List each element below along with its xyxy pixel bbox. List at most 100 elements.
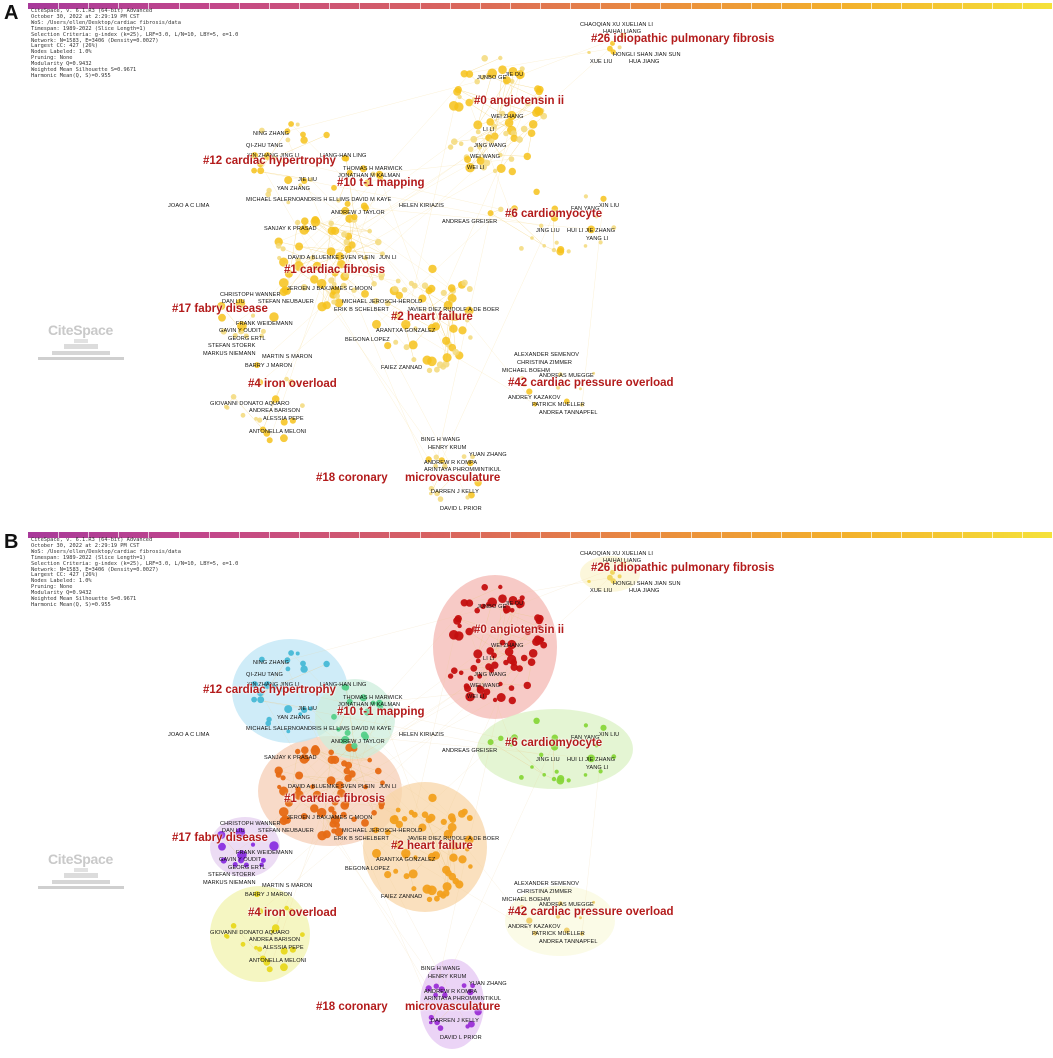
cluster-label: #0 angiotensin ii xyxy=(474,624,565,636)
author-label: DARREN J KELLY xyxy=(431,1018,479,1024)
network-node xyxy=(496,693,506,702)
network-node xyxy=(317,831,327,841)
network-node xyxy=(580,931,584,936)
cluster-hull xyxy=(505,886,615,956)
network-node xyxy=(310,746,321,756)
network-node xyxy=(617,574,622,579)
network-node xyxy=(598,769,603,774)
network-node xyxy=(363,255,368,261)
network-node xyxy=(466,286,473,292)
network-node xyxy=(442,865,451,874)
network-node xyxy=(592,900,596,904)
network-node xyxy=(288,908,295,915)
network-node xyxy=(346,698,353,705)
timeline-tick xyxy=(479,2,481,10)
network-node xyxy=(331,269,339,277)
network-node xyxy=(526,917,533,924)
timeline-tick xyxy=(901,531,903,539)
network-edge xyxy=(351,773,375,813)
network-node xyxy=(341,760,348,767)
network-edge xyxy=(581,198,604,405)
network-node xyxy=(452,877,460,885)
author-label: HUA JIANG xyxy=(629,588,660,594)
author-label: XIN ZHANG JING LI xyxy=(247,682,300,688)
timeline-tick xyxy=(1021,2,1023,10)
network-node xyxy=(263,430,271,437)
network-node xyxy=(447,822,457,832)
network-node xyxy=(508,156,515,162)
network-node xyxy=(401,816,408,822)
timeline-tick xyxy=(268,2,270,10)
network-edge xyxy=(338,172,350,201)
cluster-label: #18 coronary xyxy=(316,1001,388,1013)
network-node xyxy=(461,454,467,459)
network-node xyxy=(308,706,313,711)
network-node xyxy=(508,596,518,605)
author-label: BARRY J MARON xyxy=(245,892,293,898)
network-node xyxy=(411,811,418,818)
network-node xyxy=(551,776,557,782)
author-label: MICHAEL JEROSCH-HEROLD xyxy=(342,299,423,305)
network-node xyxy=(539,223,544,228)
network-node xyxy=(275,243,282,249)
network-node xyxy=(442,353,452,363)
network-node xyxy=(504,118,514,128)
network-node xyxy=(454,102,464,112)
network-edge xyxy=(411,283,449,306)
network-node xyxy=(323,660,330,668)
network-edge xyxy=(477,73,493,125)
author-label: JUN LI xyxy=(379,784,397,790)
network-node xyxy=(279,687,284,692)
network-node xyxy=(498,594,507,603)
network-node xyxy=(370,700,376,706)
network-node xyxy=(335,781,344,790)
network-node xyxy=(566,778,571,783)
network-node xyxy=(523,681,531,690)
network-node xyxy=(392,815,398,821)
cluster-label: #10 t-1 mapping xyxy=(337,706,425,718)
network-node xyxy=(433,983,439,989)
network-node xyxy=(284,705,293,714)
network-edge xyxy=(477,115,512,126)
network-node xyxy=(523,152,531,161)
network-node xyxy=(284,905,289,911)
network-graph xyxy=(210,556,640,1049)
network-node xyxy=(328,220,335,227)
author-label: JING LIU xyxy=(536,757,560,763)
timeline-tick xyxy=(419,2,421,10)
network-node xyxy=(458,670,464,676)
network-node xyxy=(502,76,511,85)
timeline-tick xyxy=(540,531,541,539)
network-node xyxy=(421,282,429,290)
timeline-tick xyxy=(268,531,270,539)
network-node xyxy=(498,681,503,687)
network-node xyxy=(447,284,456,292)
network-node xyxy=(346,169,353,176)
author-label: ERIK B SCHELBERT xyxy=(334,307,389,313)
network-edge xyxy=(500,683,528,686)
citespace-logo: CiteSpace xyxy=(38,322,124,362)
author-label: JING WANG xyxy=(474,672,507,678)
network-node xyxy=(563,398,570,405)
network-node xyxy=(284,376,289,382)
network-node xyxy=(487,739,494,746)
network-node xyxy=(587,580,591,583)
network-node xyxy=(361,819,369,827)
author-label: ANDREW R KOMPA xyxy=(424,989,478,995)
network-node xyxy=(257,417,263,423)
network-node xyxy=(401,319,411,330)
author-label: QI-ZHU TANG xyxy=(246,672,283,678)
network-node xyxy=(271,924,280,932)
author-label: WEI ZHANG xyxy=(491,114,524,120)
network-node xyxy=(474,78,481,85)
author-label: HONGLI SHAN JIAN SUN xyxy=(613,52,681,58)
network-node xyxy=(411,886,417,892)
network-node xyxy=(331,798,339,806)
author-label: CHRISTOPH WANNER xyxy=(220,821,281,827)
network-node xyxy=(277,784,282,790)
network-edge xyxy=(488,603,540,628)
timeline-tick xyxy=(540,2,541,10)
network-node xyxy=(380,251,385,257)
network-node xyxy=(280,775,286,781)
network-node xyxy=(307,795,313,800)
